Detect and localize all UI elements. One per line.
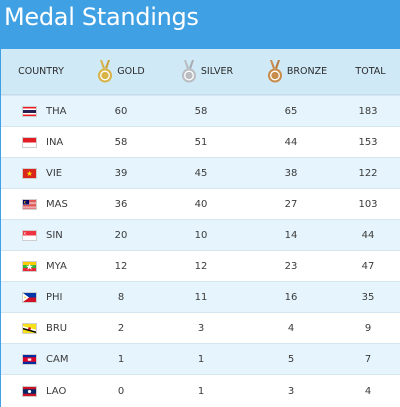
flag-indonesia-icon — [22, 136, 37, 148]
silver-count: 45 — [194, 167, 208, 179]
table-row[interactable]: PHI 8 11 16 35 — [1, 281, 400, 312]
column-header-silver[interactable]: SILVER — [161, 49, 253, 94]
column-header-country[interactable]: COUNTRY — [18, 66, 64, 77]
country-cell: INA — [1, 127, 102, 157]
gold-count: 20 — [114, 229, 128, 241]
flag-laos-icon — [22, 385, 37, 397]
column-header-bronze-label: BRONZE — [286, 66, 328, 77]
column-header-total[interactable]: TOTAL — [355, 66, 386, 77]
bronze-count: 44 — [284, 136, 298, 148]
gold-count: 8 — [117, 291, 125, 303]
flag-malaysia-icon — [22, 198, 37, 210]
country-cell: CAM — [1, 344, 102, 374]
total-count: 122 — [358, 167, 378, 179]
flag-cambodia-icon — [22, 353, 37, 365]
silver-count: 51 — [194, 136, 208, 148]
medal-table: COUNTRY GOLD SILVER — [1, 49, 400, 407]
table-row[interactable]: VIE 39 45 38 122 — [1, 157, 400, 188]
total-count: 44 — [361, 229, 375, 241]
flag-vietnam-icon — [22, 167, 37, 179]
gold-medal-icon — [98, 59, 113, 82]
table-row[interactable]: CAM 1 1 5 7 — [1, 343, 400, 374]
gold-count: 39 — [114, 167, 128, 179]
silver-count: 3 — [197, 322, 205, 334]
country-code: SIN — [46, 229, 63, 241]
country-cell: THA — [1, 96, 102, 126]
column-header-bronze[interactable]: BRONZE — [253, 49, 341, 94]
table-row[interactable]: BRU 2 3 4 9 — [1, 312, 400, 343]
flag-philippines-icon — [22, 291, 37, 303]
total-count: 35 — [361, 291, 375, 303]
column-header-gold-label: GOLD — [117, 66, 145, 77]
silver-count: 58 — [194, 105, 208, 117]
gold-count: 60 — [114, 105, 128, 117]
table-row[interactable]: MAS 36 40 27 103 — [1, 188, 400, 219]
gold-count: 1 — [117, 353, 125, 365]
bronze-count: 16 — [284, 291, 298, 303]
silver-count: 1 — [197, 385, 205, 397]
column-header-gold[interactable]: GOLD — [81, 49, 161, 94]
gold-count: 12 — [114, 260, 128, 272]
total-count: 47 — [361, 260, 375, 272]
total-count: 9 — [364, 322, 372, 334]
gold-count: 36 — [114, 198, 128, 210]
country-code: INA — [46, 136, 64, 148]
country-cell: SIN — [1, 220, 102, 250]
country-cell: BRU — [1, 313, 102, 343]
page-title: Medal Standings — [4, 3, 199, 31]
country-code: CAM — [46, 353, 69, 365]
country-cell: MYA — [1, 251, 102, 281]
total-count: 7 — [364, 353, 372, 365]
flag-thailand-icon — [22, 105, 37, 117]
country-code: LAO — [46, 385, 67, 397]
country-code: PHI — [46, 291, 63, 303]
bronze-count: 65 — [284, 105, 298, 117]
silver-count: 1 — [197, 353, 205, 365]
silver-count: 10 — [194, 229, 208, 241]
bronze-medal-icon — [267, 59, 282, 82]
bronze-count: 14 — [284, 229, 298, 241]
silver-count: 40 — [194, 198, 208, 210]
gold-count: 2 — [117, 322, 125, 334]
table-row[interactable]: INA 58 51 44 153 — [1, 126, 400, 157]
bronze-count: 23 — [284, 260, 298, 272]
country-cell: PHI — [1, 282, 102, 312]
total-count: 153 — [358, 136, 378, 148]
gold-count: 0 — [117, 385, 125, 397]
bronze-count: 4 — [287, 322, 295, 334]
silver-medal-icon — [181, 59, 196, 82]
column-header-silver-label: SILVER — [200, 66, 234, 77]
bronze-count: 5 — [287, 353, 295, 365]
bronze-count: 3 — [287, 385, 295, 397]
country-code: MAS — [46, 198, 68, 210]
country-code: THA — [46, 105, 67, 117]
country-code: VIE — [46, 167, 63, 179]
flag-myanmar-icon — [22, 260, 37, 272]
table-row[interactable]: SIN 20 10 14 44 — [1, 219, 400, 250]
total-count: 103 — [358, 198, 378, 210]
flag-singapore-icon — [22, 229, 37, 241]
total-count: 4 — [364, 385, 372, 397]
country-code: BRU — [46, 322, 68, 334]
table-row[interactable]: MYA 12 12 23 47 — [1, 250, 400, 281]
bronze-count: 38 — [284, 167, 298, 179]
country-cell: MAS — [1, 189, 102, 219]
table-row[interactable]: LAO 0 1 3 4 — [1, 374, 400, 407]
country-cell: LAO — [1, 375, 102, 407]
silver-count: 12 — [194, 260, 208, 272]
flag-brunei-icon — [22, 322, 37, 334]
total-count: 183 — [358, 105, 378, 117]
table-row[interactable]: THA 60 58 65 183 — [1, 95, 400, 126]
country-cell: VIE — [1, 158, 102, 188]
table-header: COUNTRY GOLD SILVER — [1, 49, 400, 95]
country-code: MYA — [46, 260, 67, 272]
gold-count: 58 — [114, 136, 128, 148]
silver-count: 11 — [194, 291, 208, 303]
bronze-count: 27 — [284, 198, 298, 210]
